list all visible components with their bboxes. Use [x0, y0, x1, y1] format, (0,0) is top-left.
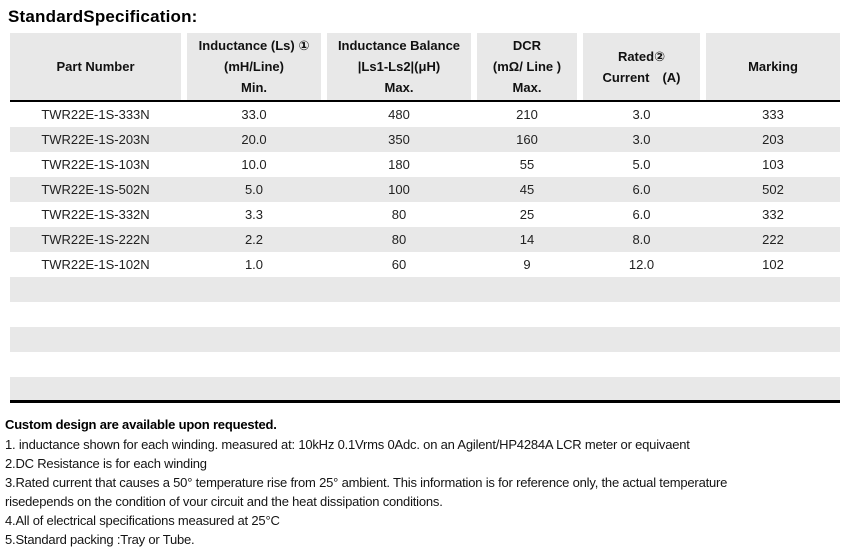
- cell-inductance: 5.0: [244, 182, 264, 197]
- spec-table: Part Number Inductance (Ls) ① (mH/Line) …: [10, 33, 840, 403]
- col-header-dcr: DCR (mΩ/ Line ) Max.: [477, 33, 577, 100]
- cell-inductance: 1.0: [244, 257, 264, 272]
- notes-heading: Custom design are available upon request…: [5, 417, 277, 432]
- col-header-inductance-balance: Inductance Balance |Ls1-Ls2|(μH) Max.: [327, 33, 471, 100]
- col-header-part-number: Part Number: [10, 33, 181, 100]
- cell-dcr: 9: [523, 257, 531, 272]
- note-line-3: 3.Rated current that causes a 50° temper…: [5, 475, 728, 490]
- cell-rated-current: 12.0: [628, 257, 655, 272]
- cell-rated-current: 3.0: [632, 132, 651, 147]
- table-row: TWR22E-1S-222N 2.2 80 14 8.0 222: [10, 227, 840, 252]
- cell-rated-current: 6.0: [632, 182, 651, 197]
- table-row: TWR22E-1S-332N 3.3 80 25 6.0 332: [10, 202, 840, 227]
- table-row: TWR22E-1S-102N 1.0 60 9 12.0 102: [10, 252, 840, 277]
- cell-rated-current: 6.0: [632, 207, 651, 222]
- cell-inductance: 33.0: [241, 107, 267, 122]
- cell-inductance: 2.2: [244, 232, 264, 247]
- empty-row: [10, 377, 840, 400]
- table-header-row: Part Number Inductance (Ls) ① (mH/Line) …: [10, 33, 840, 100]
- cell-marking: 332: [762, 207, 784, 222]
- notes-section: Custom design are available upon request…: [5, 415, 850, 547]
- cell-inductance-balance: 80: [391, 232, 407, 247]
- cell-rated-current: 8.0: [632, 232, 651, 247]
- empty-row: [10, 352, 840, 377]
- cell-inductance-balance: 350: [388, 132, 410, 147]
- cell-rated-current: 3.0: [632, 107, 651, 122]
- cell-inductance: 3.3: [244, 207, 264, 222]
- table-bottom-border: [10, 400, 840, 403]
- cell-marking: 222: [762, 232, 784, 247]
- cell-dcr: 45: [519, 182, 535, 197]
- col-header-inductance: Inductance (Ls) ① (mH/Line) Min.: [187, 33, 321, 100]
- note-line-2: 2.DC Resistance is for each winding: [5, 456, 207, 471]
- cell-rated-current: 5.0: [632, 157, 651, 172]
- table-row: TWR22E-1S-103N 10.0 180 55 5.0 103: [10, 152, 840, 177]
- cell-inductance-balance: 80: [391, 207, 407, 222]
- cell-marking: 333: [762, 107, 784, 122]
- cell-marking: 502: [762, 182, 784, 197]
- cell-inductance-balance: 60: [391, 257, 407, 272]
- note-line-5: 5.Standard packing :Tray or Tube.: [5, 532, 195, 547]
- cell-part-number: TWR22E-1S-103N: [41, 157, 150, 172]
- cell-inductance: 10.0: [241, 157, 267, 172]
- cell-inductance: 20.0: [241, 132, 267, 147]
- cell-part-number: TWR22E-1S-102N: [41, 257, 150, 272]
- empty-row: [10, 277, 840, 302]
- cell-marking: 102: [762, 257, 784, 272]
- col-header-marking: Marking: [706, 33, 840, 100]
- col-header-rated-current: Rated② Current (A): [583, 33, 700, 100]
- cell-part-number: TWR22E-1S-332N: [41, 207, 150, 222]
- table-row: TWR22E-1S-502N 5.0 100 45 6.0 502: [10, 177, 840, 202]
- note-line-1: 1. inductance shown for each winding. me…: [5, 437, 690, 452]
- cell-part-number: TWR22E-1S-333N: [41, 107, 150, 122]
- cell-part-number: TWR22E-1S-502N: [41, 182, 150, 197]
- cell-dcr: 210: [516, 107, 538, 122]
- cell-inductance-balance: 480: [388, 107, 410, 122]
- cell-part-number: TWR22E-1S-203N: [41, 132, 150, 147]
- cell-dcr: 14: [519, 232, 535, 247]
- empty-row: [10, 302, 840, 327]
- cell-inductance-balance: 100: [388, 182, 410, 197]
- note-line-3-cont: risedepends on the condition of vour cir…: [5, 494, 443, 509]
- empty-row: [10, 327, 840, 352]
- cell-inductance-balance: 180: [388, 157, 410, 172]
- cell-marking: 103: [762, 157, 784, 172]
- cell-marking: 203: [762, 132, 784, 147]
- table-row: TWR22E-1S-333N 33.0 480 210 3.0 333: [10, 102, 840, 127]
- cell-part-number: TWR22E-1S-222N: [41, 232, 150, 247]
- cell-dcr: 55: [519, 157, 535, 172]
- note-line-4: 4.All of electrical specifications measu…: [5, 513, 280, 528]
- cell-dcr: 25: [519, 207, 535, 222]
- table-row: TWR22E-1S-203N 20.0 350 160 3.0 203: [10, 127, 840, 152]
- cell-dcr: 160: [516, 132, 538, 147]
- page-title: StandardSpecification:: [8, 7, 198, 26]
- header-divider: [10, 100, 840, 102]
